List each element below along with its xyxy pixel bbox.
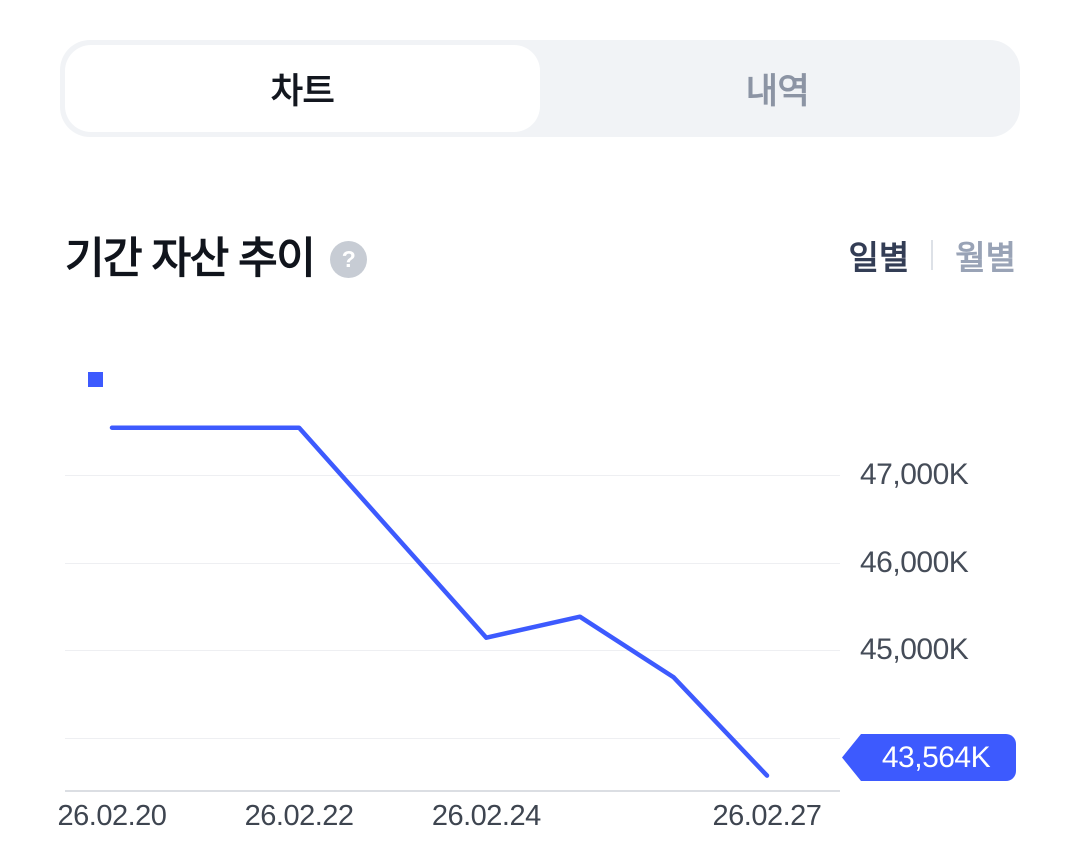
gridline — [65, 737, 840, 739]
gridline — [65, 562, 840, 564]
period-divider — [931, 240, 934, 270]
x-axis-label: 26.02.20 — [57, 800, 167, 832]
page-title: 기간 자산 추이 — [65, 235, 316, 283]
x-axis-label: 26.02.27 — [712, 800, 822, 832]
y-axis-label: 47,000K — [860, 458, 969, 491]
gridline — [65, 650, 840, 651]
tab-chart[interactable]: 차트 — [65, 45, 540, 132]
daily-toggle[interactable]: 일별 — [848, 239, 910, 276]
asset-trend-chart: 43,564K 47,000K 46,000K 45,000K 26.02.20 26.… — [0, 340, 1080, 854]
current-value-badge: 43,564K — [842, 734, 1016, 781]
tab-history-label: 내역 — [745, 72, 810, 111]
gridline — [65, 475, 840, 476]
y-axis-label: 45,000K — [860, 633, 969, 666]
chart-header: 기간 자산 추이 ? 일별 월별 — [65, 222, 1016, 288]
tab-history[interactable]: 내역 — [540, 45, 1015, 132]
asset-line-series — [109, 425, 770, 778]
tab-chart-label: 차트 — [270, 72, 335, 111]
period-toggle: 일별 월별 — [849, 231, 1016, 279]
x-axis-label: 26.02.24 — [431, 800, 541, 832]
line-path — [109, 425, 770, 778]
chart-history-tabbar: 차트 내역 — [60, 40, 1020, 137]
legend-marker-icon — [88, 372, 103, 387]
y-axis-label: 46,000K — [860, 545, 969, 579]
help-icon[interactable]: ? — [330, 240, 368, 278]
current-value-label: 43,564K — [881, 740, 991, 774]
monthly-toggle[interactable]: 월별 — [955, 239, 1016, 276]
x-axis-line — [65, 790, 840, 792]
x-axis-label: 26.02.22 — [244, 800, 354, 832]
